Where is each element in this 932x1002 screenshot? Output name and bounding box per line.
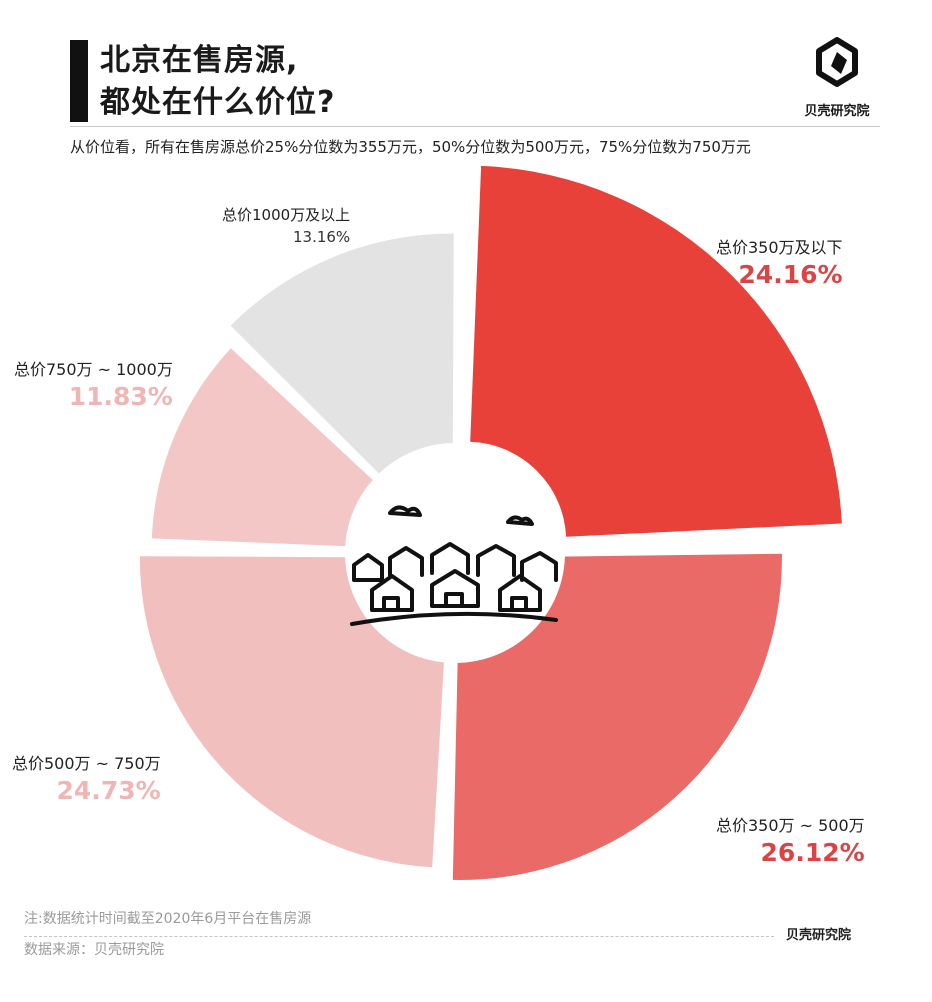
slice-2-value: 26.12% [760, 838, 865, 867]
footer-divider [24, 936, 774, 937]
label-slice-2: 总价350万 ~ 500万 26.12% [716, 812, 865, 867]
pie-slice-1 [470, 165, 842, 537]
slice-5-value: 13.16% [292, 228, 351, 246]
brand-name: 贝壳研究院 [804, 104, 870, 119]
divider [70, 126, 880, 127]
subtitle: 从价位看，所有在售房源总价25%分位数为355万元，50%分位数为500万元，7… [70, 138, 751, 156]
label-slice-1: 总价350万及以下 24.16% [716, 234, 843, 289]
title-accent-bar [70, 40, 88, 122]
slice-3-value: 24.73% [56, 776, 161, 805]
brand-logo: 贝壳研究院 [792, 36, 882, 119]
houses-illustration-icon [350, 505, 558, 626]
donut-center [345, 443, 565, 663]
pie-slice-3 [139, 556, 445, 868]
pie-slice-4 [151, 348, 376, 547]
footer-brand-name: 贝壳研究院 [786, 928, 852, 943]
slice-5-name: 总价1000万及以上 [222, 206, 351, 224]
footer-brand: 贝壳研究院 [786, 924, 851, 943]
label-slice-5: 总价1000万及以上 13.16% [222, 204, 350, 246]
data-source: 数据来源：贝壳研究院 [24, 942, 164, 958]
slice-1-value: 24.16% [738, 260, 843, 289]
label-slice-3: 总价500万 ~ 750万 24.73% [12, 750, 161, 805]
page-title: 北京在售房源, 都处在什么价位? [100, 40, 335, 124]
pie-slice-5 [230, 233, 454, 476]
slice-4-name: 总价750万 ~ 1000万 [14, 360, 173, 379]
slice-2-name: 总价350万 ~ 500万 [716, 816, 865, 835]
pie-slice-2 [452, 553, 782, 880]
slice-4-value: 11.83% [68, 382, 173, 411]
label-slice-4: 总价750万 ~ 1000万 11.83% [14, 356, 173, 411]
footnote: 注:数据统计时间截至2020年6月平台在售房源 [24, 911, 312, 927]
slice-1-name: 总价350万及以下 [716, 238, 843, 257]
title-line-2: 都处在什么价位? [100, 85, 336, 120]
title-line-1: 北京在售房源, [100, 43, 299, 78]
shell-logo-icon [816, 37, 858, 87]
slice-3-name: 总价500万 ~ 750万 [12, 754, 161, 773]
